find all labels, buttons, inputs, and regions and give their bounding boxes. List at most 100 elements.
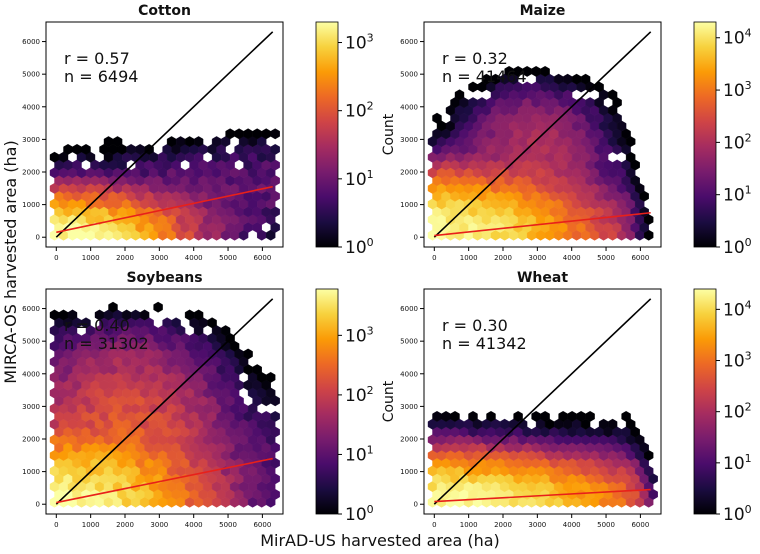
axes-frame	[45, 21, 284, 248]
axes-frame	[423, 21, 662, 248]
x-tick-label: 5000	[597, 254, 615, 262]
colorbar-tick-label: 102	[345, 100, 374, 122]
x-tick-label: 0	[54, 521, 58, 529]
hex-bin	[266, 371, 276, 383]
x-tick-label: 0	[432, 254, 436, 262]
stat-n: n = 6494	[64, 67, 138, 86]
y-tick-label: 2000	[400, 169, 418, 177]
colorbar-tick-label: 103	[723, 350, 752, 372]
hex-bin	[540, 410, 550, 422]
hex-bin	[270, 128, 280, 140]
colorbar	[315, 288, 339, 515]
x-tick-label: 2000	[494, 254, 512, 262]
hex-bin	[153, 301, 163, 313]
colorbar	[315, 21, 339, 248]
panel-title: Wheat	[517, 270, 568, 286]
y-tick-label: 6000	[400, 305, 418, 313]
one-to-one-line	[433, 31, 652, 238]
regression-line	[56, 185, 273, 234]
panel-wheat: 0 1000 2000 3000 4000 5000 6000 0 1000 2000 3000 40…	[400, 270, 760, 529]
panel-title: Cotton	[138, 3, 191, 19]
panel-cotton: 0 1000 2000 3000 4000 5000 6000 0 1000 2000 3000 40…	[22, 3, 397, 262]
colorbar-tick-label: 104	[723, 27, 752, 49]
y-tick-label: 0	[414, 501, 418, 509]
y-tick-label: 2000	[22, 436, 40, 444]
x-tick-label: 6000	[253, 254, 271, 262]
hex-bin	[252, 364, 262, 376]
colorbar-tick-label: 100	[345, 503, 374, 525]
colorbar-tick-label: 101	[723, 452, 752, 474]
x-tick-label: 3000	[150, 521, 168, 529]
x-tick-label: 1000	[82, 521, 100, 529]
x-tick-label: 4000	[185, 254, 203, 262]
y-tick-label: 3000	[400, 136, 418, 144]
hex-bin	[513, 410, 523, 422]
hex-bin	[81, 317, 91, 329]
y-tick-label: 0	[36, 234, 40, 242]
x-tick-label: 4000	[563, 254, 581, 262]
y-tick-label: 1000	[22, 201, 40, 209]
y-tick-label: 5000	[22, 71, 40, 79]
one-to-one-line	[55, 298, 274, 505]
stat-n: n = 31302	[64, 334, 149, 353]
stat-n: n = 41342	[442, 334, 527, 353]
y-tick-label: 3000	[22, 403, 40, 411]
x-tick-label: 3000	[150, 254, 168, 262]
colorbar-tick-label: 102	[723, 401, 752, 423]
hex-bin	[270, 143, 280, 155]
hex-bin	[270, 410, 280, 422]
y-tick-label: 0	[36, 501, 40, 509]
panel-maize: 0 1000 2000 3000 4000 5000 6000 0 1000 2000 3000 40…	[400, 3, 760, 262]
hex-bin	[193, 136, 204, 148]
colorbar-tick-label: 103	[723, 79, 752, 101]
y-tick-label: 6000	[22, 305, 40, 313]
hex-bin	[171, 317, 181, 329]
x-tick-label: 6000	[253, 521, 271, 529]
hex-bin	[621, 410, 631, 422]
hex-bin	[207, 317, 217, 329]
axes-frame	[45, 288, 284, 515]
stat-r: r = 0.40	[64, 316, 130, 335]
x-tick-label: 0	[432, 521, 436, 529]
x-tick-label: 2000	[116, 254, 134, 262]
x-tick-label: 6000	[631, 521, 649, 529]
stat-r: r = 0.57	[64, 49, 130, 68]
colorbar-tick-label: 103	[345, 324, 374, 346]
x-tick-label: 1000	[82, 254, 100, 262]
regression-line	[434, 488, 651, 503]
y-tick-label: 2000	[400, 436, 418, 444]
colorbar-tick-label: 101	[345, 168, 374, 190]
hex-bin	[468, 410, 478, 422]
y-tick-label: 4000	[400, 370, 418, 378]
hex-bin	[486, 410, 496, 422]
stat-n: n = 41464	[442, 67, 527, 86]
y-tick-label: 3000	[22, 136, 40, 144]
hex-bin	[220, 325, 231, 337]
y-tick-label: 6000	[400, 38, 418, 46]
colorbar	[693, 288, 717, 515]
x-tick-label: 6000	[631, 254, 649, 262]
x-tick-label: 5000	[219, 521, 237, 529]
x-tick-label: 1000	[460, 521, 478, 529]
x-tick-label: 3000	[528, 254, 546, 262]
colorbar-tick-label: 100	[723, 236, 752, 258]
colorbar-tick-label: 102	[345, 384, 374, 406]
hex-bin	[450, 410, 460, 422]
figure-ylabel: MIRCA-OS harvested area (ha)	[1, 140, 20, 383]
hex-bin	[108, 301, 118, 313]
hex-bin	[607, 418, 618, 430]
y-tick-label: 4000	[22, 103, 40, 111]
colorbar	[693, 21, 717, 248]
hex-bin	[454, 89, 465, 101]
regression-line	[56, 457, 273, 504]
y-tick-label: 5000	[22, 338, 40, 346]
x-tick-label: 5000	[597, 521, 615, 529]
hex-bin	[585, 410, 595, 422]
x-tick-label: 5000	[219, 254, 237, 262]
hex-bin	[432, 112, 442, 124]
figure-xlabel: MirAD-US harvested area (ha)	[260, 531, 500, 550]
panel-title: Soybeans	[126, 270, 202, 286]
stat-r: r = 0.32	[442, 49, 508, 68]
colorbar-tick-label: 103	[345, 32, 374, 54]
hex-bin	[607, 89, 618, 101]
